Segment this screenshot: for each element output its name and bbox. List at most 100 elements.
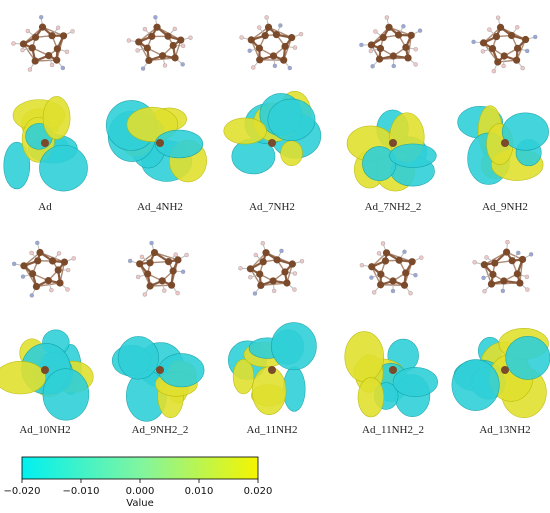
atom-c bbox=[53, 45, 61, 53]
atom-c bbox=[377, 281, 385, 289]
atom-h bbox=[495, 15, 501, 20]
isosurface bbox=[105, 100, 207, 183]
atom-h bbox=[135, 274, 141, 280]
atom-c bbox=[272, 31, 281, 39]
molecule bbox=[472, 239, 534, 294]
atom-c bbox=[513, 56, 521, 64]
atom-c bbox=[20, 262, 28, 270]
atom-c bbox=[256, 270, 264, 278]
atom-c bbox=[177, 36, 185, 44]
atom-c bbox=[389, 277, 397, 285]
atom-c bbox=[389, 52, 397, 60]
atom-h bbox=[180, 269, 186, 274]
atom-h bbox=[172, 26, 177, 32]
atom-c bbox=[488, 44, 497, 53]
atom-h bbox=[260, 241, 265, 246]
atom-h bbox=[238, 266, 243, 271]
atom-c bbox=[246, 265, 255, 273]
atom-h bbox=[413, 62, 418, 67]
atom-c bbox=[407, 31, 415, 39]
atom-h bbox=[257, 25, 262, 30]
atom-h bbox=[272, 63, 278, 69]
atom-h bbox=[292, 45, 298, 50]
atom-c bbox=[28, 44, 36, 52]
atom-h bbox=[139, 254, 145, 260]
atom-h bbox=[71, 256, 76, 261]
atom-h bbox=[373, 29, 378, 34]
atom-c bbox=[404, 54, 412, 62]
atom-h bbox=[149, 240, 154, 246]
atom-h bbox=[515, 25, 520, 30]
atom-c bbox=[385, 23, 393, 31]
atom-h bbox=[11, 41, 16, 46]
atom-c bbox=[480, 261, 488, 269]
atom-h bbox=[65, 267, 71, 273]
atom-h bbox=[271, 288, 277, 294]
atom-c bbox=[492, 33, 501, 41]
isosurface bbox=[227, 322, 317, 415]
atom-h bbox=[401, 24, 406, 29]
atom-c bbox=[368, 263, 376, 271]
isosurface bbox=[3, 96, 88, 192]
atom-c bbox=[54, 266, 62, 274]
bond bbox=[482, 42, 499, 63]
atom-c bbox=[501, 139, 509, 147]
atom-c bbox=[283, 279, 291, 287]
bond bbox=[519, 259, 524, 284]
atom-h bbox=[70, 29, 75, 34]
tick-label: −0.020 bbox=[3, 486, 40, 497]
bond bbox=[138, 26, 158, 43]
atom-h bbox=[252, 291, 258, 296]
atom-h bbox=[376, 251, 382, 256]
atom-h bbox=[264, 15, 269, 20]
atom-c bbox=[262, 249, 270, 257]
atom-h bbox=[162, 63, 168, 68]
atom-c bbox=[143, 44, 151, 52]
atom-c bbox=[402, 43, 410, 52]
atom-c bbox=[268, 139, 276, 147]
atom-h bbox=[516, 250, 521, 256]
atom-h bbox=[525, 287, 530, 292]
lobe bbox=[271, 322, 317, 371]
lobe bbox=[232, 358, 255, 395]
isosurface bbox=[346, 109, 437, 192]
atom-c bbox=[255, 44, 263, 52]
bond bbox=[249, 252, 267, 270]
atom-c bbox=[496, 23, 505, 31]
atom-c bbox=[389, 139, 397, 147]
molecule bbox=[239, 15, 304, 71]
lobe bbox=[39, 144, 88, 192]
atom-h bbox=[391, 63, 396, 69]
atom-c bbox=[45, 51, 53, 60]
atom-c bbox=[513, 270, 521, 278]
atom-c bbox=[144, 270, 152, 278]
atom-h bbox=[278, 23, 283, 28]
atom-h bbox=[413, 272, 418, 278]
atom-h bbox=[484, 255, 489, 260]
isosurface bbox=[0, 329, 94, 421]
atom-c bbox=[146, 282, 154, 290]
atom-c bbox=[518, 255, 527, 264]
atom-h bbox=[49, 287, 54, 293]
atom-c bbox=[156, 366, 164, 374]
atom-c bbox=[31, 57, 39, 65]
atom-h bbox=[142, 292, 148, 297]
atom-c bbox=[41, 366, 49, 374]
atom-c bbox=[145, 56, 153, 65]
atom-c bbox=[261, 32, 269, 40]
atom-h bbox=[384, 15, 390, 20]
atom-c bbox=[153, 23, 161, 31]
atom-c bbox=[48, 257, 57, 265]
atom-c bbox=[487, 280, 496, 288]
panel-label: Ad_7NH2 bbox=[249, 201, 295, 213]
lobe bbox=[357, 377, 385, 418]
lobe bbox=[344, 331, 385, 383]
atom-h bbox=[402, 249, 407, 254]
atom-h bbox=[188, 35, 193, 40]
atom-h bbox=[29, 250, 34, 256]
atom-c bbox=[500, 277, 508, 285]
atom-h bbox=[481, 275, 486, 281]
isosurface bbox=[344, 331, 439, 418]
atom-c bbox=[389, 366, 397, 374]
atom-c bbox=[516, 279, 524, 287]
